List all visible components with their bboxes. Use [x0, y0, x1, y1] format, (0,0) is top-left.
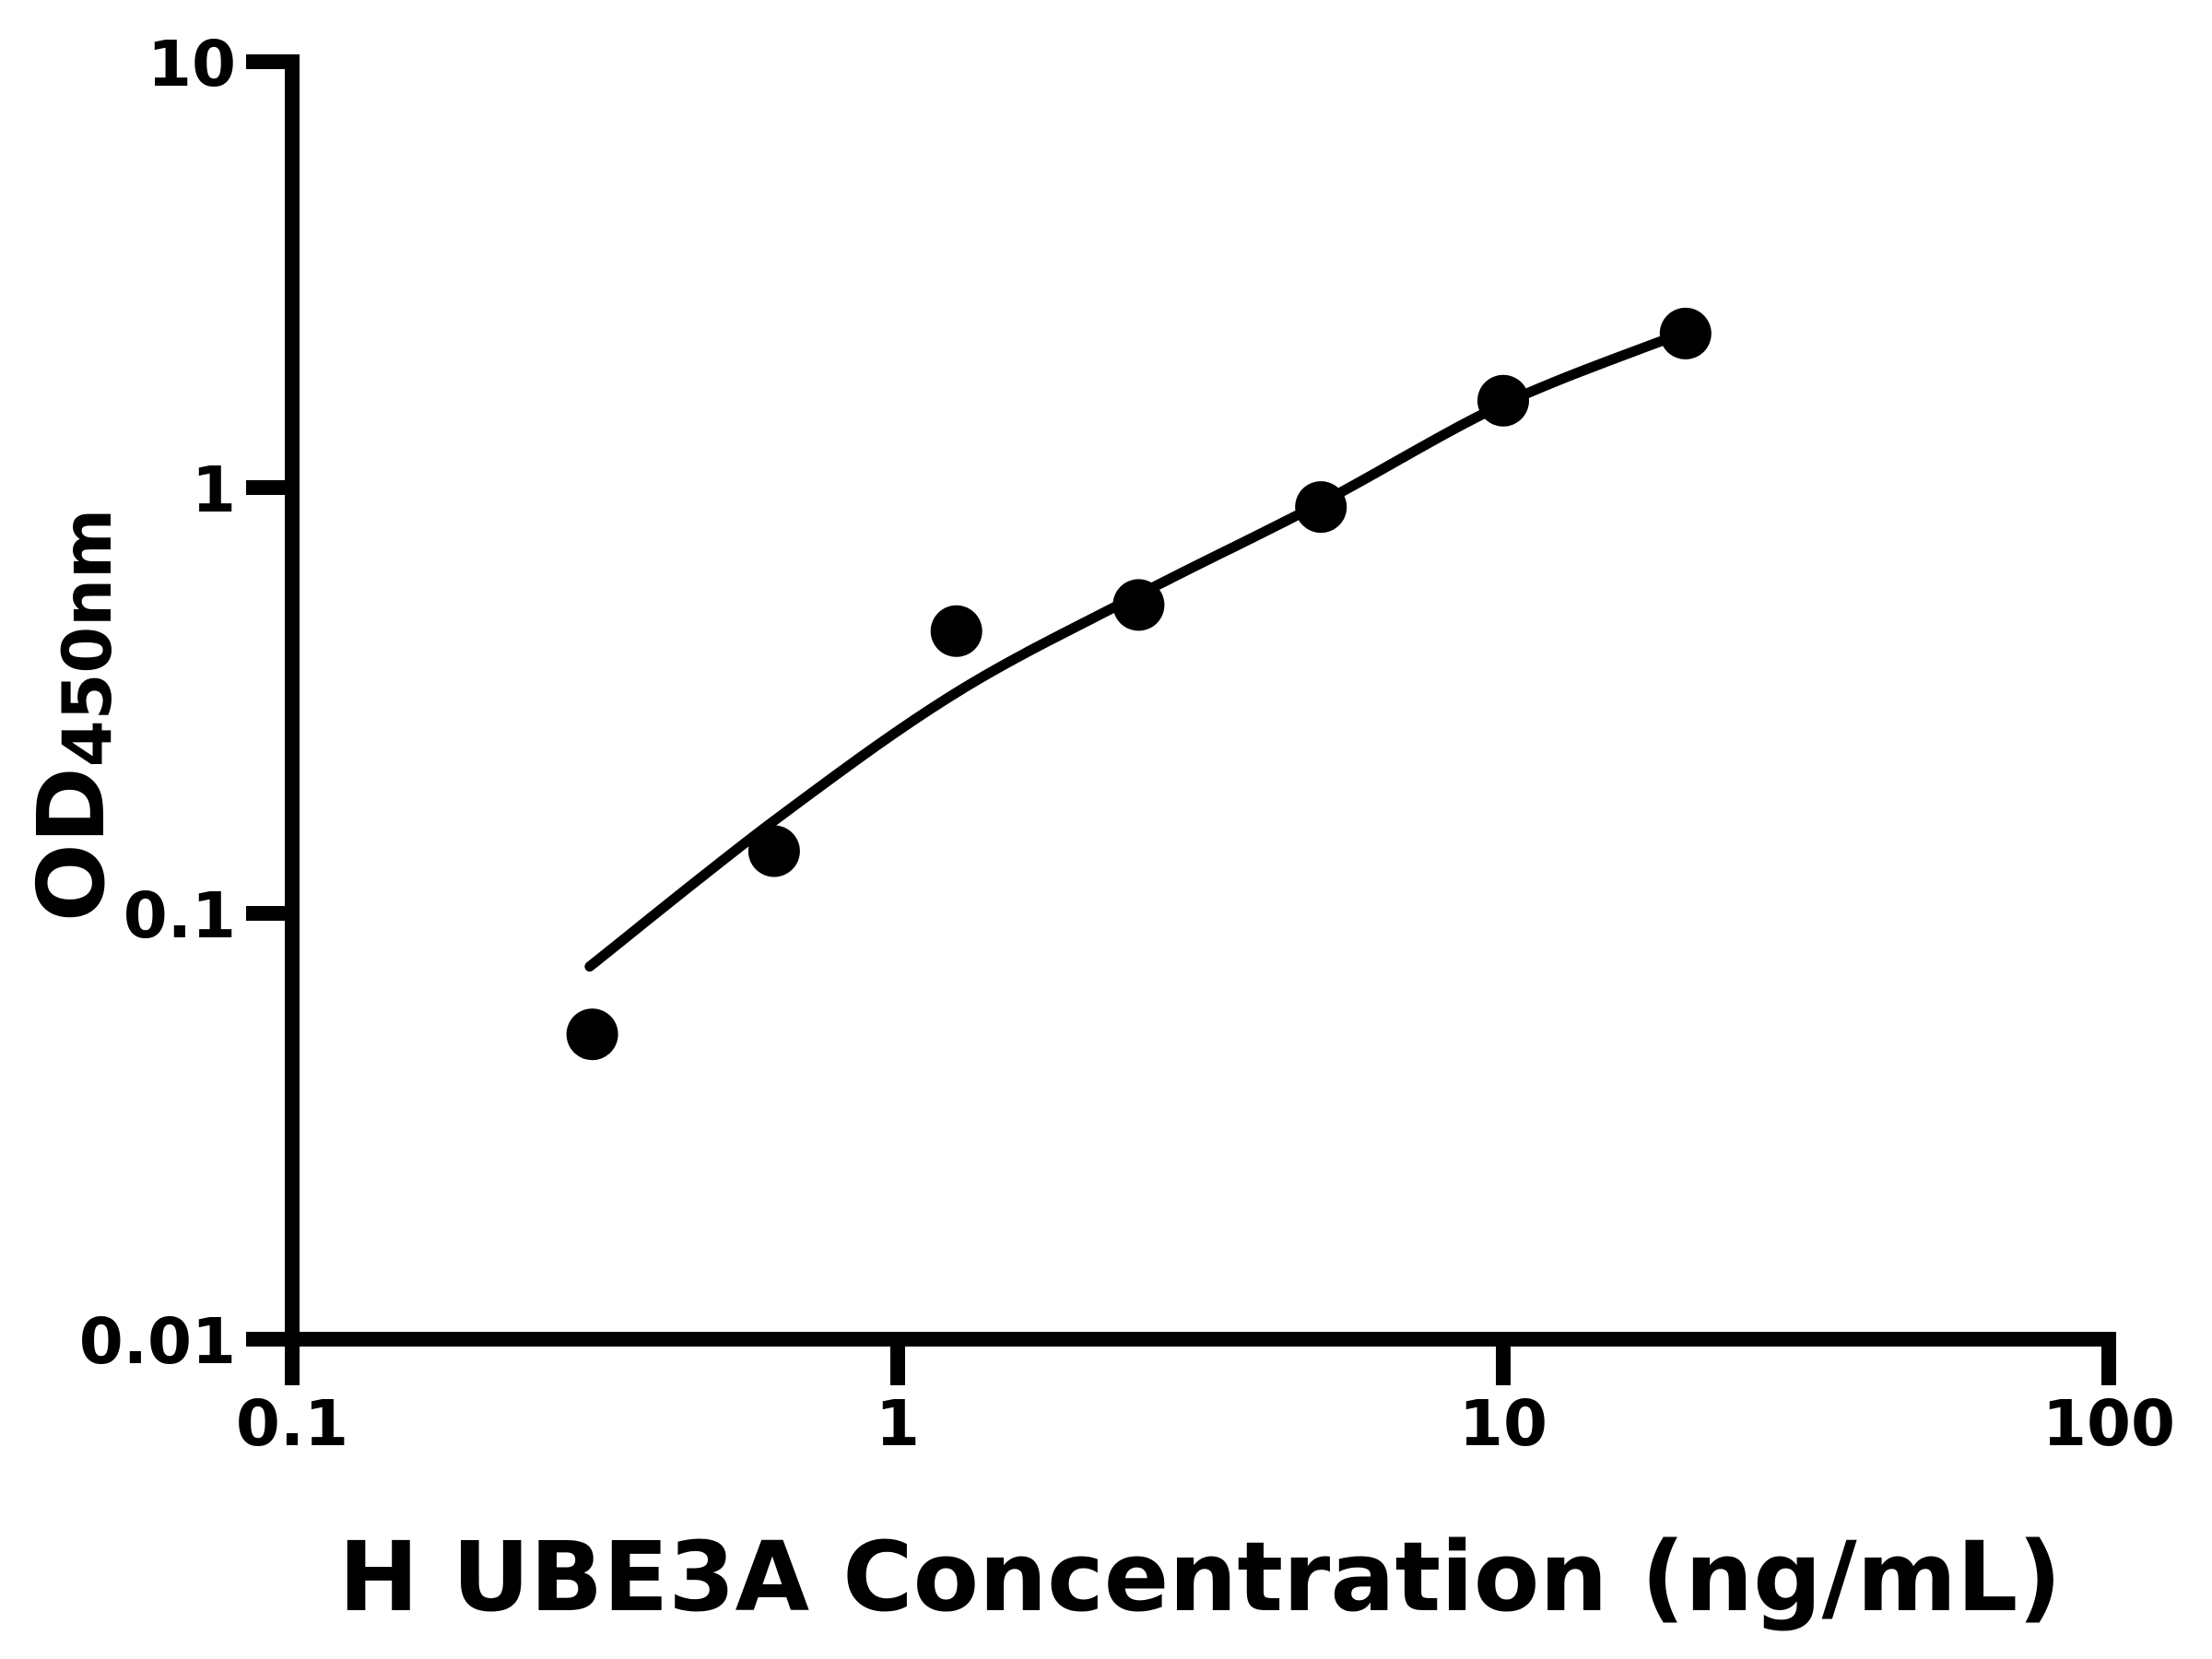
data-points: [566, 307, 1712, 1061]
data-point: [1112, 579, 1165, 631]
data-point: [1477, 374, 1529, 427]
x-tick-label: 10: [1459, 1387, 1547, 1461]
y-tick-label: 0.1: [124, 879, 236, 953]
x-tick-label: 1: [876, 1387, 920, 1461]
fit-curve: [584, 326, 1691, 972]
x-tick-label: 100: [2042, 1387, 2175, 1461]
y-axis-title-main: OD: [18, 767, 125, 922]
data-point: [747, 825, 800, 877]
y-axis-title: OD450nm: [18, 509, 127, 922]
y-axis-tick-labels: 0.01 0.1 1 10: [79, 28, 236, 1379]
y-tick-label: 1: [192, 453, 236, 527]
x-axis-title: H UBE3A Concentration (ng/mL): [338, 1521, 2062, 1633]
data-point: [1659, 307, 1712, 359]
y-axis-ticks: [246, 54, 292, 1347]
axis-lines: [246, 54, 2116, 1385]
y-axis-title-subscript: 450nm: [49, 509, 127, 767]
data-point: [930, 605, 982, 657]
data-point: [566, 1008, 618, 1061]
data-point: [1295, 481, 1347, 534]
x-tick-label: 0.1: [236, 1387, 348, 1461]
y-tick-label: 0.01: [79, 1305, 236, 1379]
y-tick-label: 10: [147, 28, 236, 101]
x-axis-tick-labels: 0.1 1 10 100: [236, 1387, 2175, 1461]
fit-curve-path: [584, 326, 1691, 972]
x-axis-ticks: [285, 1339, 2116, 1385]
